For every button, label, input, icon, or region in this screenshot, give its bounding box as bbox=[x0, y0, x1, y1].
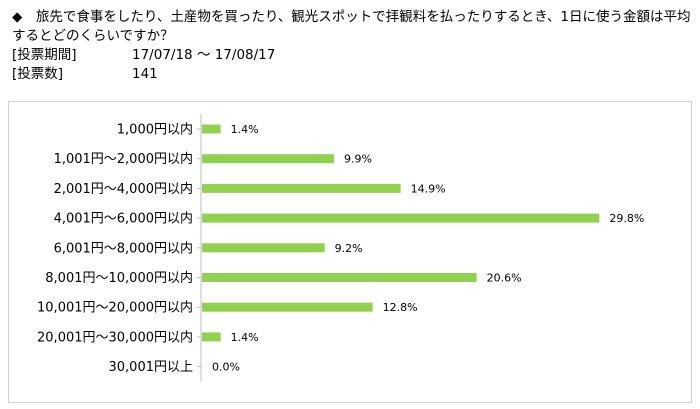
bar bbox=[202, 273, 477, 282]
value-label: 1.4% bbox=[231, 331, 259, 344]
value-label: 9.9% bbox=[344, 153, 372, 166]
category-label: 10,001円〜20,000円以内 bbox=[37, 300, 193, 316]
category-label: 2,001円〜4,000円以内 bbox=[54, 181, 193, 197]
period-value: 17/07/18 〜 17/08/17 bbox=[132, 47, 276, 63]
category-label: 8,001円〜10,000円以内 bbox=[45, 270, 193, 286]
chart-frame: 1,000円以内 1.4% 1,001円〜2,000円以内 9.9% 2,001円〜4,… bbox=[8, 101, 692, 403]
bar bbox=[202, 154, 334, 164]
category-label: 20,001円〜30,000円以内 bbox=[37, 329, 193, 345]
survey-header: ◆ 旅先で食事をしたり、土産物を買ったり、観光スポットで拝観料を払ったりするとき… bbox=[12, 8, 696, 84]
bar bbox=[202, 332, 221, 342]
category-label: 4,001円〜6,000円以内 bbox=[54, 211, 193, 227]
value-label: 14.9% bbox=[411, 182, 446, 195]
votes-label: [投票数] bbox=[12, 66, 64, 82]
category-label: 6,001円〜8,000円以内 bbox=[54, 240, 193, 256]
value-label: 0.0% bbox=[212, 361, 240, 374]
period-row: [投票期間] 17/07/18 〜 17/08/17 bbox=[12, 46, 696, 65]
category-label: 1,000円以内 bbox=[117, 122, 193, 138]
value-label: 29.8% bbox=[609, 212, 644, 225]
category-label: 1,001円〜2,000円以内 bbox=[54, 151, 193, 167]
period-label: [投票期間] bbox=[12, 47, 77, 63]
value-label: 12.8% bbox=[383, 301, 418, 314]
bar bbox=[202, 243, 325, 253]
votes-value: 141 bbox=[132, 66, 158, 82]
question-text: ◆ 旅先で食事をしたり、土産物を買ったり、観光スポットで拝観料を払ったりするとき… bbox=[12, 9, 691, 44]
bar bbox=[202, 213, 600, 223]
value-label: 20.6% bbox=[487, 272, 522, 285]
bar bbox=[202, 302, 373, 312]
category-label: 30,001円以上 bbox=[109, 360, 194, 375]
bar-chart: 1,000円以内 1.4% 1,001円〜2,000円以内 9.9% 2,001円〜4,… bbox=[37, 114, 644, 382]
votes-row: [投票数] 141 bbox=[12, 65, 696, 84]
bar bbox=[202, 183, 401, 193]
value-label: 1.4% bbox=[231, 123, 259, 136]
bar bbox=[202, 124, 221, 134]
value-label: 9.2% bbox=[335, 242, 363, 255]
